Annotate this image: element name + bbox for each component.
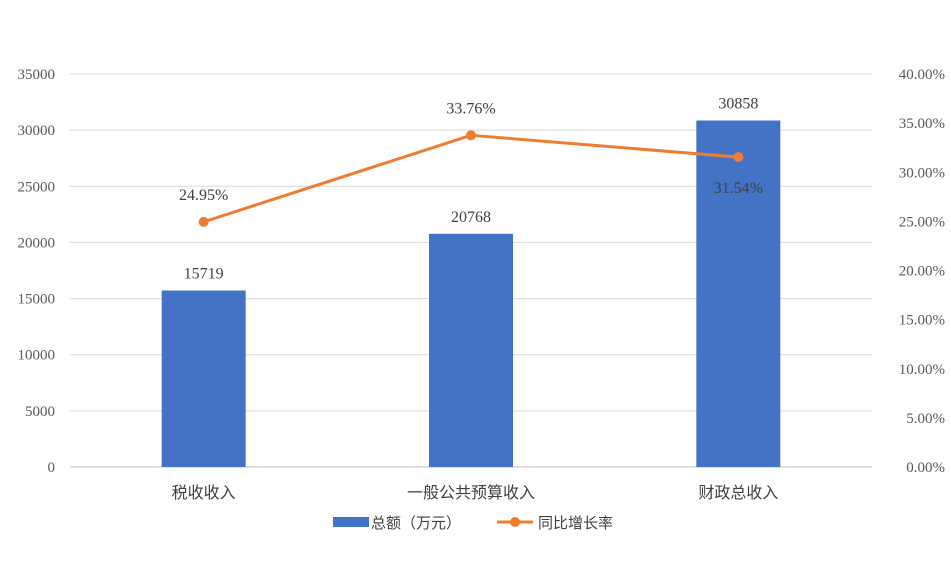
right-axis: 0.00% 5.00% 10.00% 15.00% 20.00% 25.00% 30.00%… — [899, 67, 945, 476]
right-tick-label: 30.00% — [899, 165, 945, 181]
line-marker — [198, 216, 209, 227]
bar-data-label: 20768 — [451, 209, 491, 226]
category-label: 一般公共预算收入 — [407, 483, 535, 502]
right-tick-label: 25.00% — [899, 214, 945, 230]
bar — [696, 120, 781, 468]
line-data-label: 33.76% — [446, 100, 495, 117]
line-marker — [733, 152, 744, 163]
left-tick-label: 25000 — [18, 179, 56, 195]
category-axis: 税收收入 一般公共预算收入 财政总收入 — [172, 483, 779, 502]
bar-series — [161, 120, 781, 468]
bar-data-label: 15719 — [184, 265, 224, 282]
left-axis: 0 5000 10000 15000 20000 25000 30000 35000 — [18, 67, 56, 476]
legend-label-line: 同比增长率 — [538, 514, 613, 532]
bar — [161, 290, 246, 467]
right-tick-label: 40.00% — [899, 67, 945, 83]
left-tick-label: 35000 — [18, 67, 56, 83]
left-tick-label: 20000 — [18, 235, 56, 251]
category-label: 税收收入 — [172, 483, 236, 502]
right-tick-label: 5.00% — [906, 411, 945, 427]
left-tick-label: 5000 — [25, 404, 55, 420]
left-tick-label: 0 — [48, 460, 56, 476]
left-tick-label: 15000 — [18, 292, 56, 308]
legend-swatch-marker — [510, 517, 520, 527]
left-tick-label: 10000 — [18, 348, 56, 364]
line-marker — [466, 130, 476, 141]
line-series — [198, 130, 744, 227]
right-tick-label: 10.00% — [899, 362, 945, 378]
line-data-label: 31.54% — [714, 180, 763, 197]
line-data-label: 24.95% — [179, 187, 228, 204]
right-tick-label: 20.00% — [899, 264, 945, 280]
legend-swatch-bar — [333, 517, 369, 527]
legend-label-bar: 总额（万元） — [371, 514, 461, 532]
legend: 总额（万元） 同比增长率 — [333, 514, 613, 532]
right-tick-label: 35.00% — [899, 116, 945, 132]
bar-data-label: 30858 — [718, 96, 758, 113]
right-tick-label: 15.00% — [899, 313, 945, 329]
right-tick-label: 0.00% — [906, 460, 945, 476]
bar-data-labels: 15719 20768 30858 — [184, 96, 759, 283]
category-label: 财政总收入 — [698, 483, 778, 502]
left-tick-label: 30000 — [18, 123, 56, 139]
bar — [429, 233, 513, 467]
line-data-labels: 24.95% 33.76% 31.54% — [179, 100, 763, 204]
